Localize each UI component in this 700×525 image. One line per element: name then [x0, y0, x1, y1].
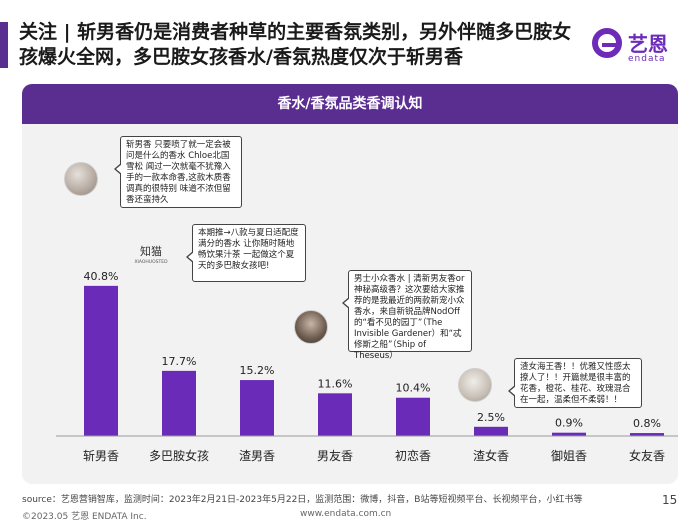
bar-value-label-4: 10.4%: [396, 382, 431, 395]
page-number: 15: [662, 493, 678, 507]
category-label-6: 御姐香: [551, 448, 587, 463]
user-avatar-1: [64, 162, 98, 196]
category-label-2: 渣男香: [239, 449, 275, 463]
page-title: 关注 | 斩男香仍是消费者种草的主要香氛类别，另外伴随多巴胺女孩爆火全网，多巴胺…: [19, 21, 572, 68]
bar-value-label-0: 40.8%: [84, 270, 119, 283]
copyright: ©2023.05 艺恩 ENDATA Inc.: [22, 512, 147, 522]
logo-cn-text: 艺恩: [628, 32, 668, 56]
bar-1: [162, 370, 196, 436]
category-label-0: 斩男香: [83, 449, 119, 463]
category-label-5: 渣女香: [473, 448, 509, 463]
zhihu-logo-subtext: XIAOHUOSTED: [134, 260, 168, 265]
chart-title: 香水/香氛品类香调认知: [22, 84, 678, 124]
bar-2: [240, 380, 274, 436]
chart-panel: 香水/香氛品类香调认知 40.8% 斩男香 17.7% 多巴胺女孩 15.2% 渣男香 11…: [22, 84, 678, 484]
bar-value-label-1: 17.7%: [162, 355, 197, 368]
endata-logo: 艺恩 endata: [592, 24, 684, 68]
source-note: source：艺恩营销智库，监测时间：2023年2月21日-2023年5月22日…: [22, 495, 583, 505]
bar-value-label-3: 11.6%: [318, 377, 353, 390]
bar-0: [84, 285, 118, 436]
logo-en-text: endata: [628, 54, 666, 64]
bar-value-label-6: 0.9%: [555, 417, 583, 430]
comment-bubble-2: 本期推→八款与夏日适配度满分的香水 让你随时随地畅饮果汁茶 一起做这个夏天的多巴…: [186, 224, 306, 282]
bar-4: [396, 397, 430, 436]
user-avatar-4: [458, 368, 492, 402]
bar-7: [630, 433, 664, 436]
user-avatar-3: [294, 310, 328, 344]
category-label-4: 初恋香: [395, 448, 431, 463]
comment-bubble-1: 斩男香 只要喷了就一定会被问是什么的香水 Chloe北国雪松 闻过一次就毫不犹豫…: [114, 136, 242, 208]
title-accent-bar: [0, 22, 8, 68]
comment-bubble-3: 男士小众香水 | 清新男友香or神秘高级香？这次要给大家推荐的是我最近的两款新宠…: [342, 270, 472, 361]
bar-6: [552, 432, 586, 436]
zhihu-logo-text: 知猫: [140, 245, 162, 258]
comment-bubble-4: 渣女海王香！！优雅又性感太撩人了！！开篇就是很丰富的花香，橙花、桂花、玫瑰混合在…: [508, 358, 642, 408]
category-label-1: 多巴胺女孩: [149, 448, 209, 463]
category-label-7: 女友香: [629, 448, 665, 463]
zhihu-logo: 知猫 XIAOHUOSTED: [128, 244, 174, 276]
bar-chart: 40.8% 斩男香 17.7% 多巴胺女孩 15.2% 渣男香 11.6% 男友香 10.4% 初…: [56, 270, 678, 463]
website-url: www.endata.com.cn: [300, 509, 392, 519]
endata-logo-icon: [592, 28, 622, 58]
category-label-3: 男友香: [317, 449, 353, 463]
bar-5: [474, 426, 508, 436]
bar-value-label-2: 15.2%: [240, 364, 275, 377]
bar-value-label-7: 0.8%: [633, 417, 661, 430]
bar-3: [318, 393, 352, 436]
bar-value-label-5: 2.5%: [477, 411, 505, 424]
